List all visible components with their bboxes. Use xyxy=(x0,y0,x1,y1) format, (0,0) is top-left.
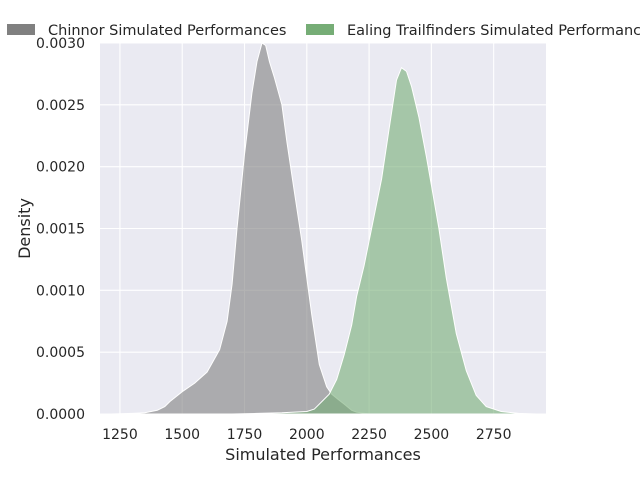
y-tick-label: 0.0015 xyxy=(36,222,85,238)
legend: Chinnor Simulated Performances Ealing Tr… xyxy=(7,23,640,39)
y-axis-label: Density xyxy=(15,198,34,259)
x-axis-ticks: 1250 1500 1750 2000 2250 2500 2750 xyxy=(102,427,511,443)
y-tick-label: 0.0030 xyxy=(36,36,85,52)
x-tick-label: 2000 xyxy=(289,427,325,443)
legend-swatch-chinnor xyxy=(7,24,35,35)
x-tick-label: 2250 xyxy=(351,427,387,443)
y-tick-label: 0.0005 xyxy=(36,345,85,361)
x-axis-label: Simulated Performances xyxy=(225,445,421,464)
y-axis-ticks: 0.0000 0.0005 0.0010 0.0015 0.0020 0.0025 0.00… xyxy=(36,36,85,423)
y-tick-label: 0.0000 xyxy=(36,407,85,423)
legend-swatch-ealing xyxy=(306,24,334,35)
x-tick-label: 1500 xyxy=(164,427,200,443)
legend-label-ealing: Ealing Trailfinders Simulated Performanc… xyxy=(347,23,640,39)
x-tick-label: 1750 xyxy=(227,427,263,443)
density-area-ealing xyxy=(232,66,537,415)
series-areas xyxy=(111,42,537,415)
legend-label-chinnor: Chinnor Simulated Performances xyxy=(48,23,287,39)
x-tick-label: 1250 xyxy=(102,427,138,443)
y-tick-label: 0.0020 xyxy=(36,160,85,176)
x-tick-label: 2500 xyxy=(414,427,450,443)
y-tick-label: 0.0010 xyxy=(36,283,85,299)
x-tick-label: 2750 xyxy=(476,427,512,443)
y-tick-label: 0.0025 xyxy=(36,98,85,114)
